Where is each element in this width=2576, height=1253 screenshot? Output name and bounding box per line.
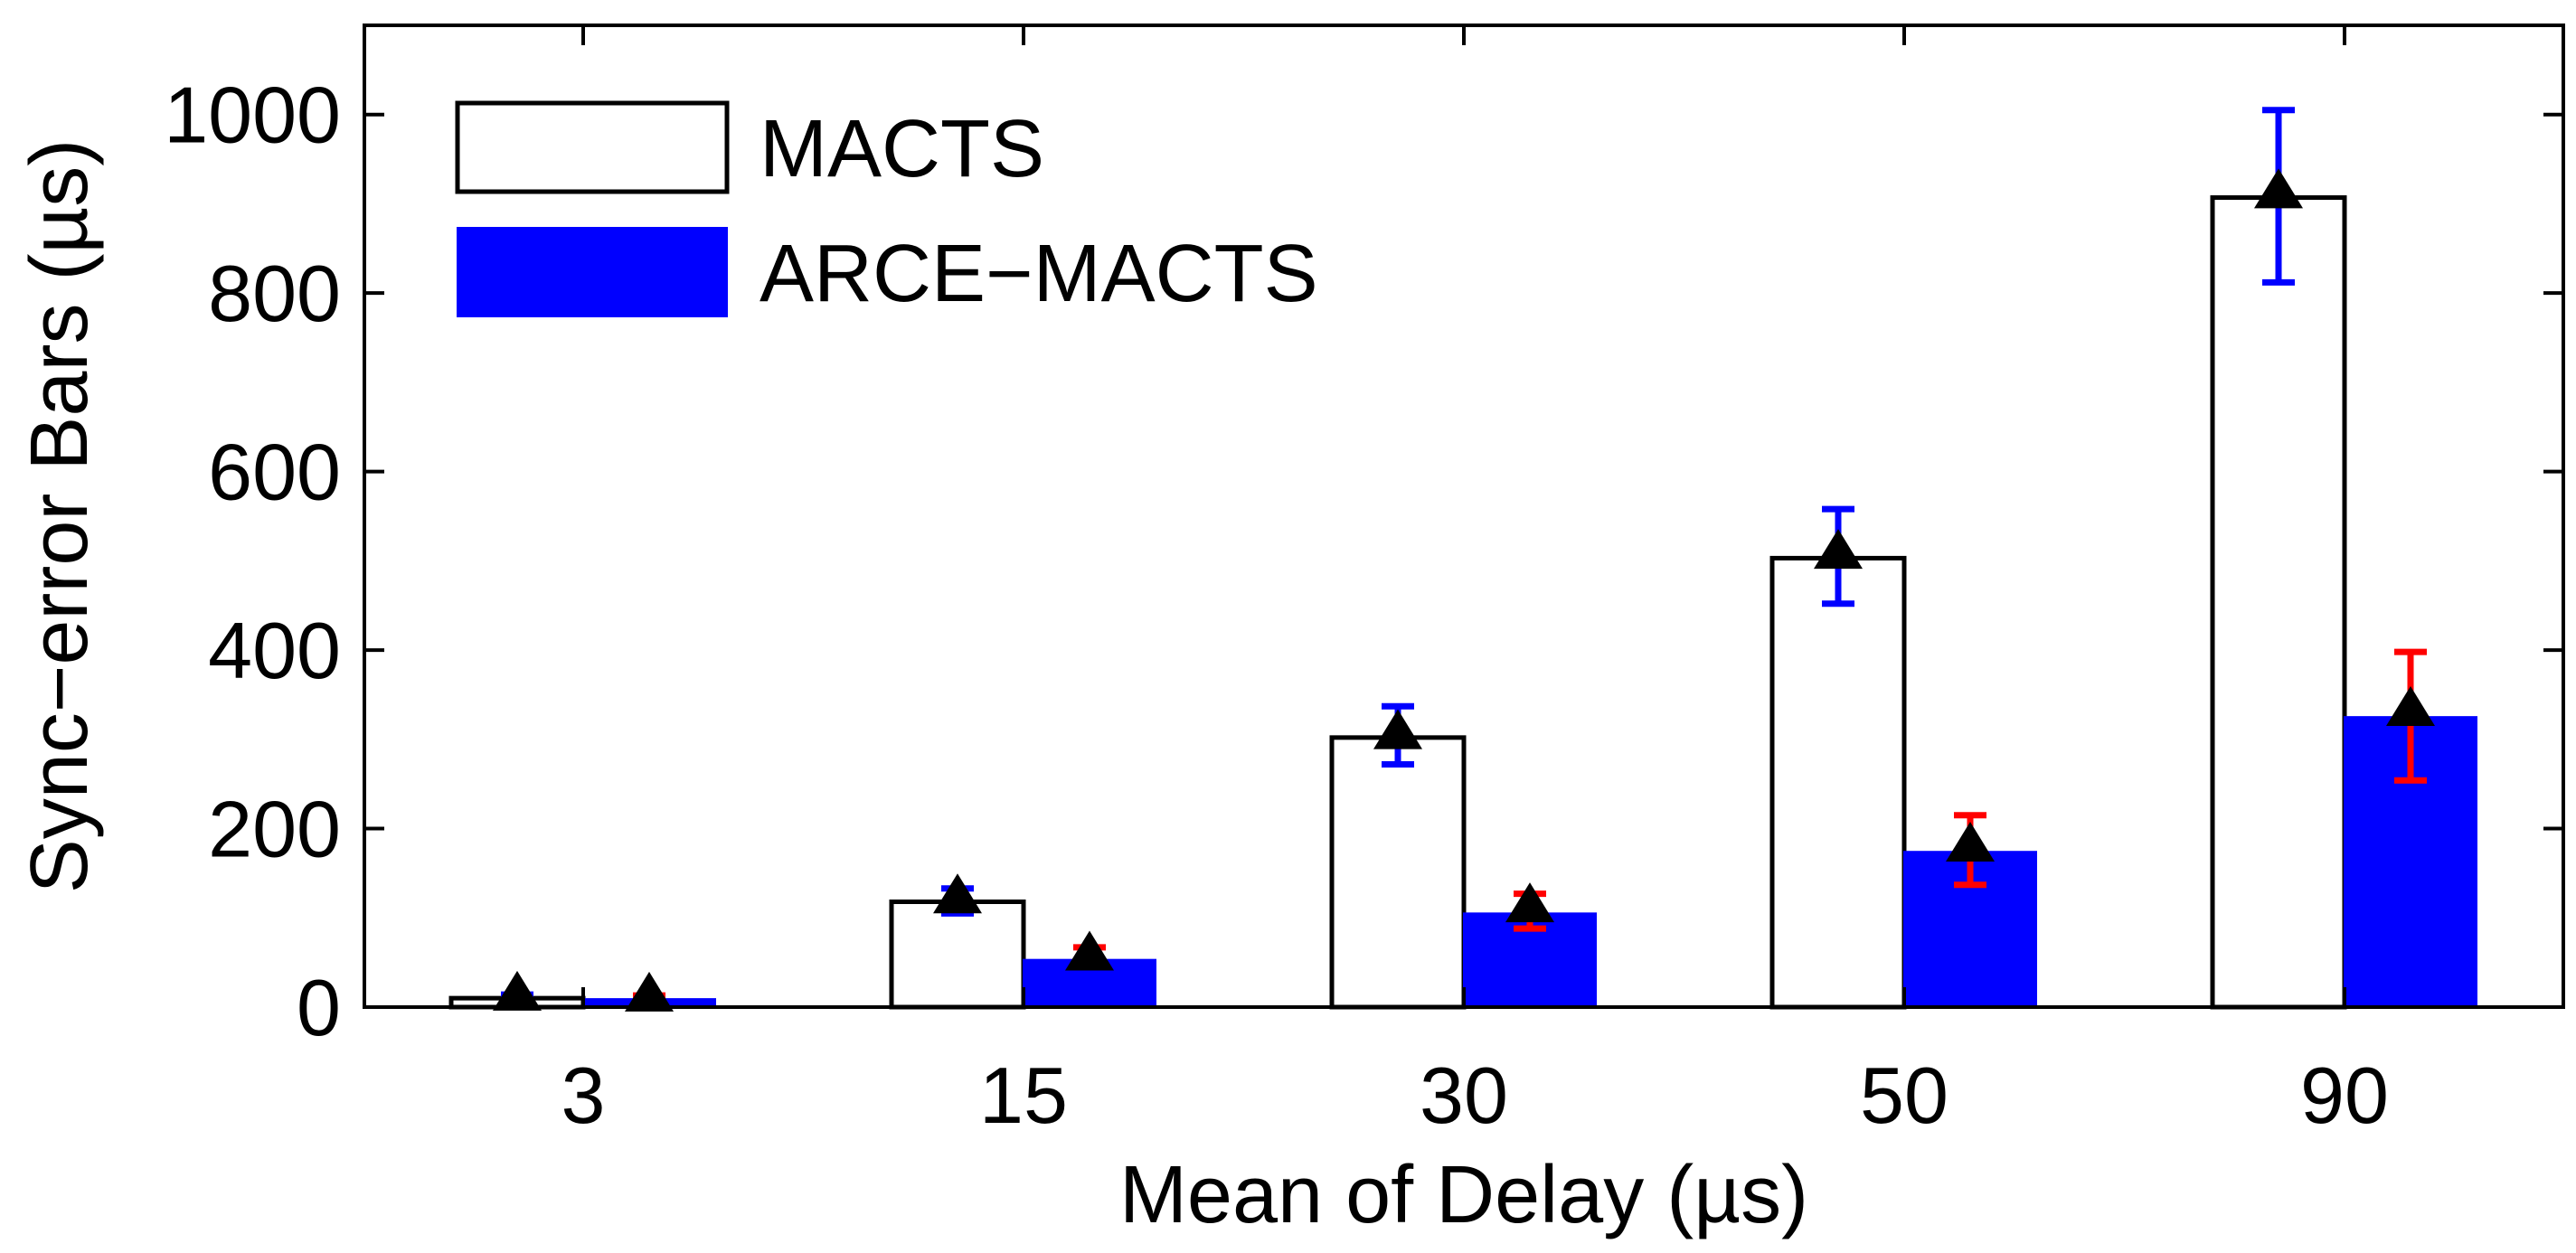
x-tick-label: 30	[1420, 1050, 1508, 1140]
x-axis-label: Mean of Delay (µs)	[1119, 1150, 1808, 1240]
y-axis-label: Sync−error Bars (µs)	[14, 139, 105, 894]
mean-marker-arce-macts-30	[1505, 882, 1554, 923]
mean-marker-arce-macts-50	[1946, 822, 1995, 862]
x-tick-label: 90	[2300, 1050, 2389, 1140]
legend: MACTS ARCE−MACTS	[455, 100, 1318, 319]
x-tick-label: 15	[979, 1050, 1068, 1140]
mean-marker-arce-macts-3	[625, 971, 674, 1012]
bar-macts-50	[1769, 555, 1907, 1010]
mean-marker-macts-30	[1373, 709, 1422, 749]
bar-macts-30	[1329, 735, 1467, 1010]
y-tick-label: 600	[208, 428, 341, 517]
mean-marker-macts-90	[2254, 168, 2303, 209]
mean-marker-macts-3	[493, 970, 542, 1011]
mean-marker-arce-macts-90	[2386, 685, 2435, 726]
mean-marker-macts-50	[1814, 529, 1863, 570]
y-tick-label: 400	[208, 606, 341, 695]
mean-marker-arce-macts-15	[1065, 930, 1114, 971]
plot-area	[448, 107, 2477, 1012]
legend-label-macts: MACTS	[760, 104, 1044, 194]
y-tick-label: 0	[297, 963, 341, 1052]
y-tick-label: 800	[208, 249, 341, 338]
bar-macts-90	[2210, 195, 2347, 1010]
legend-swatch-arce-macts	[457, 227, 728, 317]
bar-macts-15	[889, 900, 1026, 1010]
x-tick-label: 3	[561, 1050, 606, 1140]
legend-label-arce-macts: ARCE−MACTS	[760, 229, 1318, 319]
y-tick-label: 1000	[164, 71, 341, 160]
y-tick-label: 200	[208, 785, 341, 874]
mean-marker-macts-15	[933, 873, 982, 914]
x-tick-label: 50	[1860, 1050, 1949, 1140]
ticks: 0 200 400 600 800 1000 3 15 30 50 90	[164, 25, 2563, 1140]
legend-swatch-macts	[455, 100, 730, 194]
